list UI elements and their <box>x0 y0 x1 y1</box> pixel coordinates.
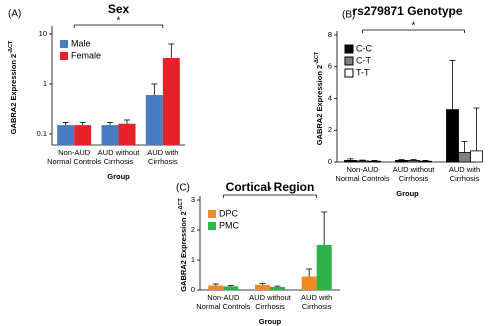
x-tick-label: Non-AUD <box>207 293 240 302</box>
legend-swatch <box>344 56 354 66</box>
x-tick-label: AUD with <box>301 293 332 302</box>
bar <box>145 95 163 145</box>
bar <box>407 160 420 163</box>
legend-label: Male <box>71 38 91 48</box>
bar <box>344 160 357 163</box>
bar <box>356 160 369 163</box>
y-tick-label: 3 <box>191 195 195 204</box>
bar <box>57 125 75 145</box>
x-tick-label: Cirrhosis <box>450 174 480 183</box>
x-tick-label: Cirrhosis <box>302 302 332 311</box>
y-axis-label-text: GABRA2 Expression 2 <box>9 54 18 134</box>
x-tick-label: AUD without <box>249 293 292 302</box>
x-tick-label: AUD with <box>449 165 480 174</box>
y-axis-label: GABRA2 Expression 2-ΔCT <box>8 40 18 134</box>
y-tick-label: 10 <box>39 29 47 38</box>
bar <box>368 160 381 163</box>
x-tick-label: Normal Controls <box>335 174 389 183</box>
panel-label: (B) <box>342 10 355 21</box>
y-axis-label-sup: -ΔCT <box>8 40 14 54</box>
bar <box>223 286 239 290</box>
legend-label: C-T <box>356 55 371 65</box>
bar <box>74 125 92 145</box>
legend-label: T-T <box>356 67 370 77</box>
bar <box>162 58 180 146</box>
bar <box>208 285 224 290</box>
legend-label: Female <box>71 50 101 60</box>
y-axis-label: GABRA2 Expression 2-ΔCT <box>178 198 188 292</box>
x-axis-label: Group <box>107 172 130 181</box>
x-tick-label: Cirrhosis <box>104 157 134 166</box>
y-tick-label: 1 <box>191 255 195 264</box>
x-tick-label: Cirrhosis <box>399 174 429 183</box>
y-axis-label-sup: -ΔCT <box>178 198 184 212</box>
y-tick-label: 0 <box>191 285 195 294</box>
bar <box>458 152 471 163</box>
y-axis-label-sup: -ΔCT <box>314 51 320 65</box>
chart-title: Sex <box>108 2 130 16</box>
sig-label: * <box>117 16 121 27</box>
x-axis-label: Group <box>396 189 419 198</box>
x-tick-label: Non-AUD <box>346 165 379 174</box>
bar <box>419 160 432 163</box>
sig-label: * <box>268 186 272 197</box>
y-tick-label: 0 <box>328 157 332 166</box>
legend-swatch <box>60 40 68 48</box>
bar <box>255 284 270 290</box>
y-axis-label-text: GABRA2 Expression 2 <box>179 211 188 291</box>
x-tick-label: Normal Controls <box>47 157 101 166</box>
legend-swatch <box>60 52 68 60</box>
y-tick-label: 2 <box>328 125 332 134</box>
legend-swatch <box>344 68 354 78</box>
legend-label: C-C <box>356 43 372 53</box>
chart-title: rs279871 Genotype <box>352 4 462 18</box>
x-tick-label: AUD without <box>393 165 436 174</box>
x-tick-label: Normal Controls <box>196 302 250 311</box>
x-tick-label: Non-AUD <box>58 148 91 157</box>
bar <box>118 123 136 145</box>
sig-label: * <box>412 21 416 32</box>
x-axis-label: Group <box>259 317 282 326</box>
y-tick-label: 6 <box>328 62 332 71</box>
y-axis-label-text: GABRA2 Expression 2 <box>315 65 324 145</box>
y-axis-label: GABRA2 Expression 2-ΔCT <box>314 51 324 145</box>
y-tick-label: 2 <box>191 225 195 234</box>
legend-label: DPC <box>219 208 239 218</box>
x-tick-label: Cirrhosis <box>148 157 178 166</box>
legend-swatch <box>208 222 216 230</box>
bar <box>395 160 408 163</box>
legend-label: PMC <box>219 220 240 230</box>
legend-swatch <box>344 44 354 54</box>
bar <box>301 276 317 290</box>
x-tick-label: Cirrhosis <box>255 302 285 311</box>
chart-title: Cortical Region <box>226 180 315 194</box>
y-tick-label: 0.1 <box>37 129 47 138</box>
x-tick-label: AUD with <box>147 148 178 157</box>
y-tick-label: 1 <box>43 79 47 88</box>
bar <box>270 287 285 290</box>
bar <box>101 125 119 145</box>
x-tick-label: AUD without <box>98 148 141 157</box>
legend-swatch <box>208 210 216 218</box>
y-tick-label: 4 <box>328 93 332 102</box>
bar <box>446 109 459 163</box>
y-tick-label: 8 <box>328 30 332 39</box>
bar <box>316 245 332 290</box>
bar <box>470 150 483 163</box>
panel-label: (A) <box>8 9 21 20</box>
panel-label: (C) <box>176 183 190 194</box>
